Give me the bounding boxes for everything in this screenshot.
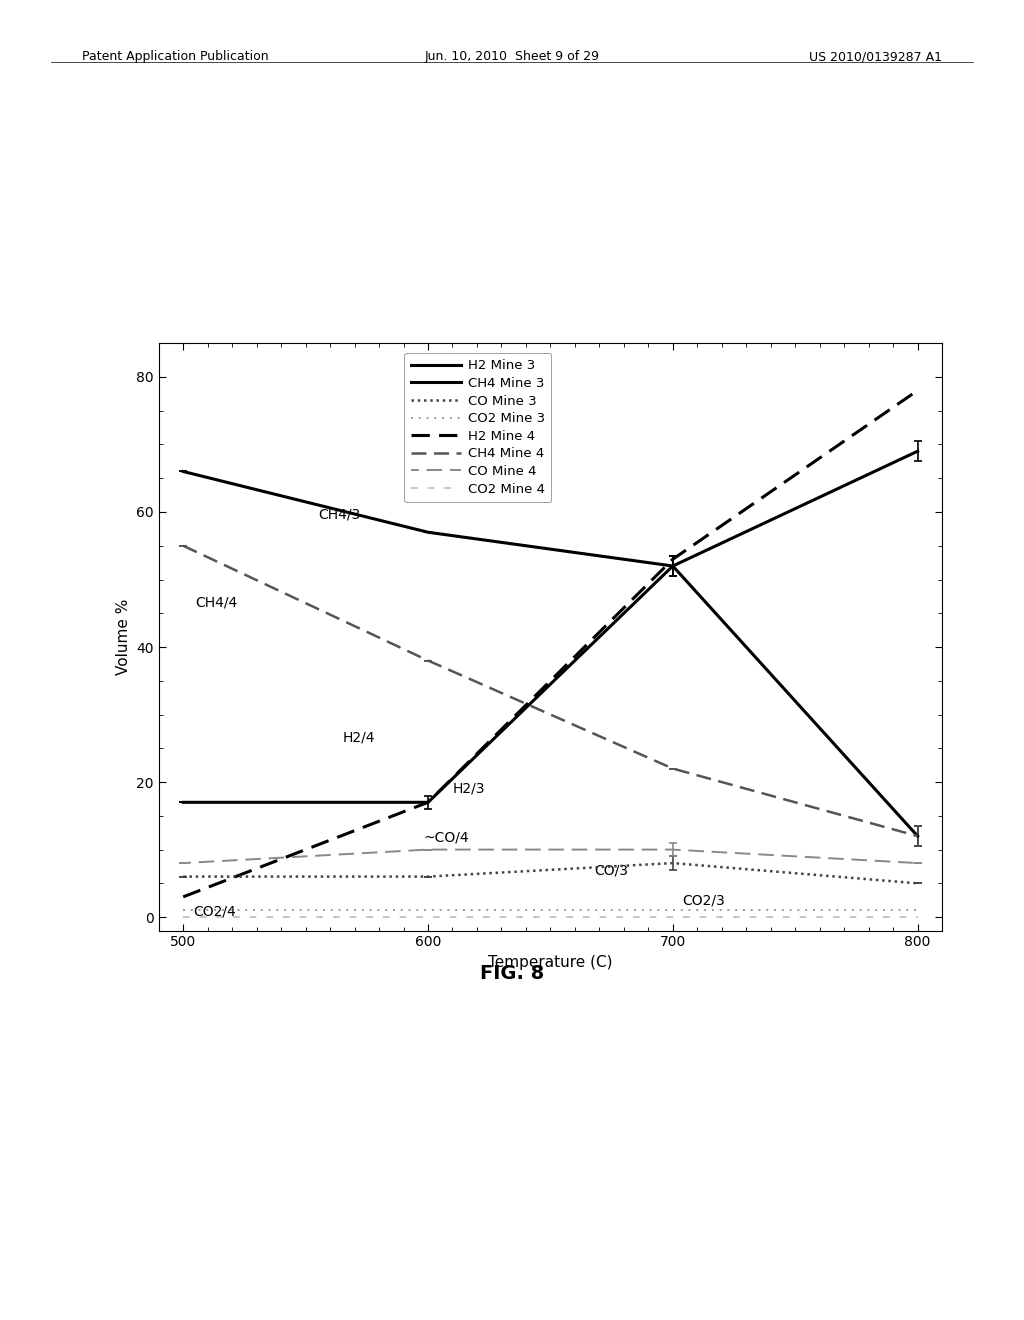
Text: FIG. 8: FIG. 8 — [480, 964, 544, 982]
Text: H2/4: H2/4 — [342, 730, 375, 744]
Text: US 2010/0139287 A1: US 2010/0139287 A1 — [809, 50, 942, 63]
Text: CO2/3: CO2/3 — [683, 894, 725, 908]
Text: CH4/3: CH4/3 — [317, 508, 360, 521]
Text: ~CO/4: ~CO/4 — [423, 830, 469, 845]
Text: CO2/4: CO2/4 — [193, 904, 236, 919]
Legend: H2 Mine 3, CH4 Mine 3, CO Mine 3, CO2 Mine 3, H2 Mine 4, CH4 Mine 4, CO Mine 4, : H2 Mine 3, CH4 Mine 3, CO Mine 3, CO2 Mi… — [404, 352, 551, 502]
Text: Patent Application Publication: Patent Application Publication — [82, 50, 268, 63]
Y-axis label: Volume %: Volume % — [116, 599, 131, 675]
Text: Jun. 10, 2010  Sheet 9 of 29: Jun. 10, 2010 Sheet 9 of 29 — [425, 50, 599, 63]
X-axis label: Temperature (C): Temperature (C) — [488, 954, 612, 970]
Text: CH4/4: CH4/4 — [196, 595, 238, 610]
Text: CO/3: CO/3 — [595, 863, 629, 878]
Text: H2/3: H2/3 — [453, 781, 485, 795]
